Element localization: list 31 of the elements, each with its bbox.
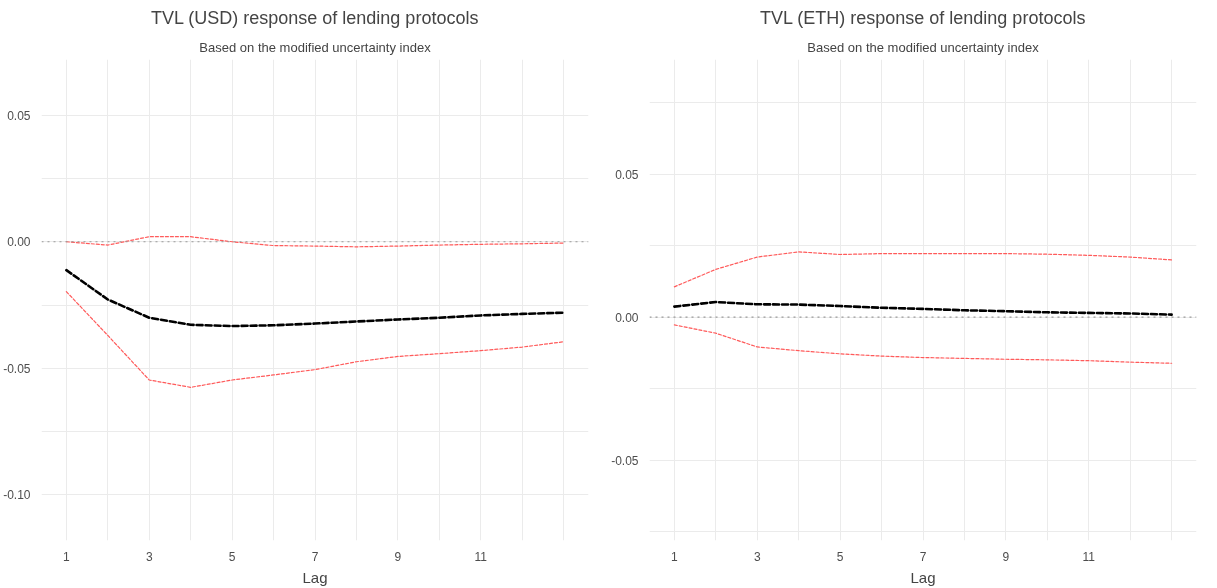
x-tick-label: 11 [1082, 549, 1096, 564]
y-tick-label: 0.05 [615, 167, 639, 182]
y-tick-label: -0.10 [3, 488, 31, 503]
line-series [65, 236, 565, 248]
x-axis-title: Lag [910, 568, 936, 586]
line-series [65, 291, 565, 388]
x-tick-label: 1 [63, 549, 71, 564]
x-tick-label: 9 [394, 549, 402, 564]
x-tick-label: 3 [753, 549, 761, 564]
y-tick-label: 0.00 [615, 310, 639, 325]
chart-subtitle: Based on the modified uncertainty index [807, 39, 1040, 55]
x-tick-label: 7 [919, 549, 927, 564]
x-tick-label: 1 [671, 549, 679, 564]
y-tick-label: 0.00 [7, 235, 31, 250]
line-series [65, 268, 565, 328]
x-tick-label: 3 [145, 549, 153, 564]
x-tick-label: 7 [311, 549, 319, 564]
line-series [673, 300, 1173, 316]
y-tick-label: -0.05 [3, 361, 31, 376]
x-axis-title: Lag [302, 568, 328, 586]
y-tick-label: 0.05 [7, 108, 31, 123]
chart-subtitle: Based on the modified uncertainty index [199, 39, 432, 55]
x-tick-label: 5 [836, 549, 844, 564]
x-tick-label: 9 [1002, 549, 1010, 564]
x-tick-label: 5 [228, 549, 236, 564]
line-series [673, 324, 1173, 364]
line-series [673, 251, 1173, 288]
y-tick-label: -0.05 [611, 453, 639, 468]
chart-title: TVL (USD) response of lending protocols [150, 7, 479, 28]
chart-title: TVL (ETH) response of lending protocols [759, 7, 1086, 28]
x-tick-label: 11 [474, 549, 488, 564]
